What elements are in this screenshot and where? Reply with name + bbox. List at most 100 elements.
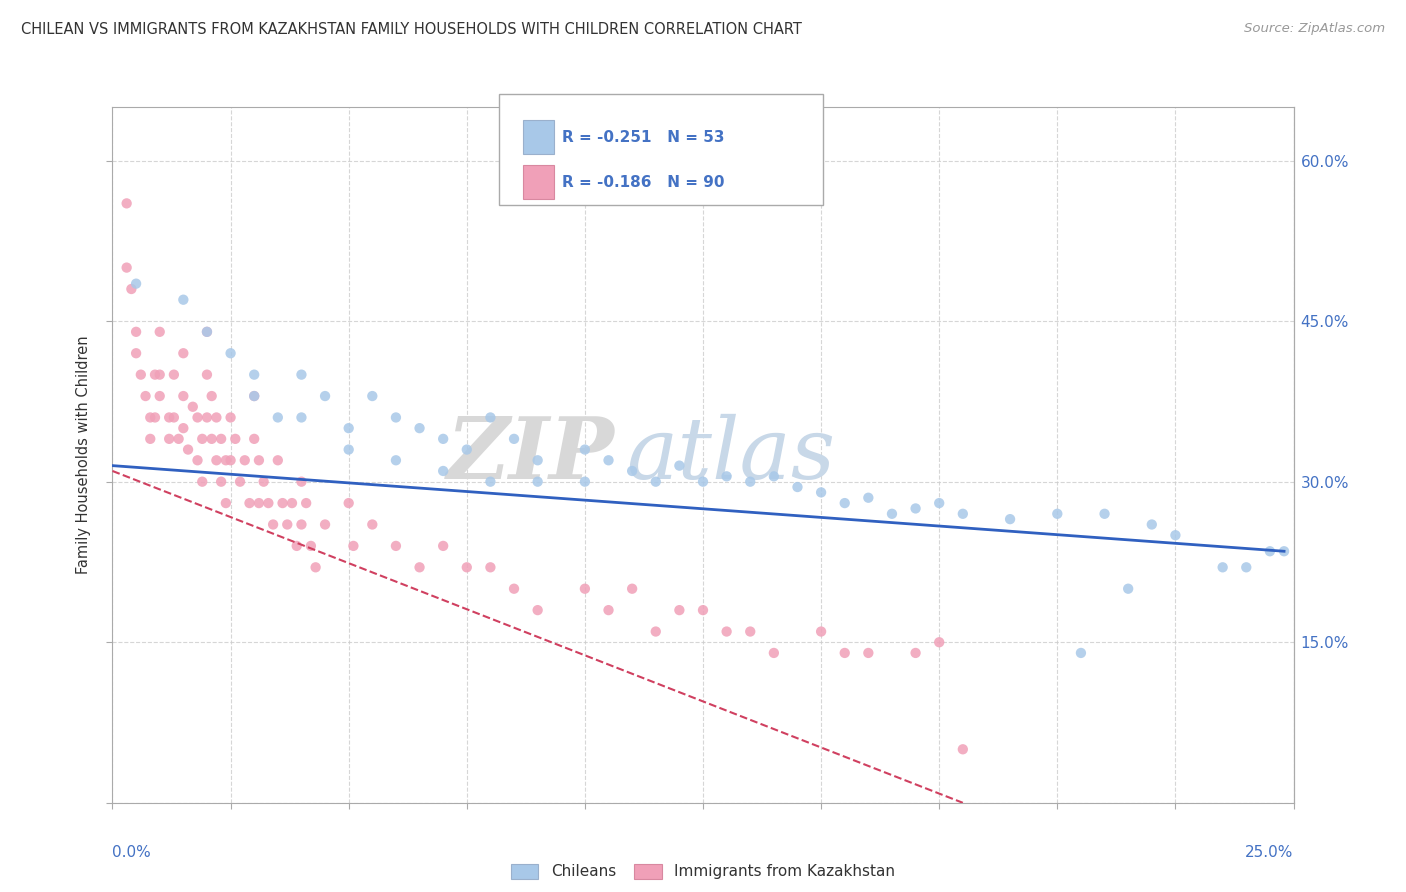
Point xyxy=(1212,560,1234,574)
Point xyxy=(337,442,360,457)
Point xyxy=(304,560,326,574)
Point xyxy=(219,346,242,360)
Point xyxy=(432,539,454,553)
Point xyxy=(172,421,194,435)
Point xyxy=(271,496,294,510)
Point xyxy=(125,325,148,339)
Point xyxy=(621,464,644,478)
Point xyxy=(385,539,408,553)
Point xyxy=(243,389,266,403)
Point xyxy=(692,603,714,617)
Point xyxy=(267,453,290,467)
Point xyxy=(299,539,322,553)
Point xyxy=(786,480,808,494)
Point xyxy=(342,539,364,553)
Point xyxy=(285,539,308,553)
Point xyxy=(598,453,620,467)
Point xyxy=(314,389,336,403)
Point xyxy=(215,453,238,467)
Point xyxy=(233,453,256,467)
Point xyxy=(432,432,454,446)
Point xyxy=(143,368,166,382)
Point xyxy=(456,442,478,457)
Point xyxy=(195,325,218,339)
Point xyxy=(408,560,430,574)
Point xyxy=(191,432,214,446)
Point xyxy=(172,293,194,307)
Text: atlas: atlas xyxy=(626,414,835,496)
Point xyxy=(952,742,974,756)
Point xyxy=(139,432,162,446)
Text: 0.0%: 0.0% xyxy=(112,845,152,860)
Text: CHILEAN VS IMMIGRANTS FROM KAZAKHSTAN FAMILY HOUSEHOLDS WITH CHILDREN CORRELATIO: CHILEAN VS IMMIGRANTS FROM KAZAKHSTAN FA… xyxy=(21,22,801,37)
Point xyxy=(215,496,238,510)
Point xyxy=(598,603,620,617)
Point xyxy=(167,432,190,446)
Point xyxy=(143,410,166,425)
Point xyxy=(1116,582,1139,596)
Point xyxy=(157,432,180,446)
Point xyxy=(503,432,526,446)
Point xyxy=(120,282,142,296)
Point xyxy=(1046,507,1069,521)
Point xyxy=(1140,517,1163,532)
Point xyxy=(668,603,690,617)
Point xyxy=(209,432,232,446)
Point xyxy=(186,410,208,425)
Point xyxy=(205,410,228,425)
Point xyxy=(177,442,200,457)
Point xyxy=(290,368,312,382)
Point xyxy=(243,368,266,382)
Point xyxy=(834,646,856,660)
Point xyxy=(195,368,218,382)
Point xyxy=(238,496,260,510)
Point xyxy=(267,410,290,425)
Point xyxy=(1070,646,1092,660)
Point xyxy=(1234,560,1257,574)
Legend: Chileans, Immigrants from Kazakhstan: Chileans, Immigrants from Kazakhstan xyxy=(505,857,901,886)
Text: Source: ZipAtlas.com: Source: ZipAtlas.com xyxy=(1244,22,1385,36)
Text: R = -0.186   N = 90: R = -0.186 N = 90 xyxy=(562,175,725,190)
Point xyxy=(290,475,312,489)
Point xyxy=(361,517,384,532)
Y-axis label: Family Households with Children: Family Households with Children xyxy=(76,335,91,574)
Point xyxy=(149,368,172,382)
Point xyxy=(290,517,312,532)
Point xyxy=(716,469,738,483)
Point xyxy=(574,582,596,596)
Point xyxy=(201,432,224,446)
Text: R = -0.251   N = 53: R = -0.251 N = 53 xyxy=(562,129,725,145)
Point xyxy=(125,346,148,360)
Point xyxy=(129,368,152,382)
Point xyxy=(904,501,927,516)
Point xyxy=(526,475,548,489)
Point xyxy=(810,624,832,639)
Point xyxy=(621,582,644,596)
Point xyxy=(952,507,974,521)
Point xyxy=(904,646,927,660)
Point xyxy=(716,624,738,639)
Point xyxy=(858,491,880,505)
Point xyxy=(928,635,950,649)
Point xyxy=(574,475,596,489)
Point xyxy=(337,421,360,435)
Point xyxy=(195,410,218,425)
Point xyxy=(149,389,172,403)
Point xyxy=(692,475,714,489)
Point xyxy=(125,277,148,291)
Point xyxy=(998,512,1021,526)
Point xyxy=(740,475,762,489)
Point xyxy=(762,469,785,483)
Point xyxy=(186,453,208,467)
Point xyxy=(139,410,162,425)
Point xyxy=(163,410,186,425)
Point xyxy=(361,389,384,403)
Point xyxy=(834,496,856,510)
Point xyxy=(115,196,138,211)
Point xyxy=(526,453,548,467)
Point xyxy=(295,496,318,510)
Point xyxy=(247,496,270,510)
Point xyxy=(243,389,266,403)
Point xyxy=(172,346,194,360)
Point xyxy=(290,410,312,425)
